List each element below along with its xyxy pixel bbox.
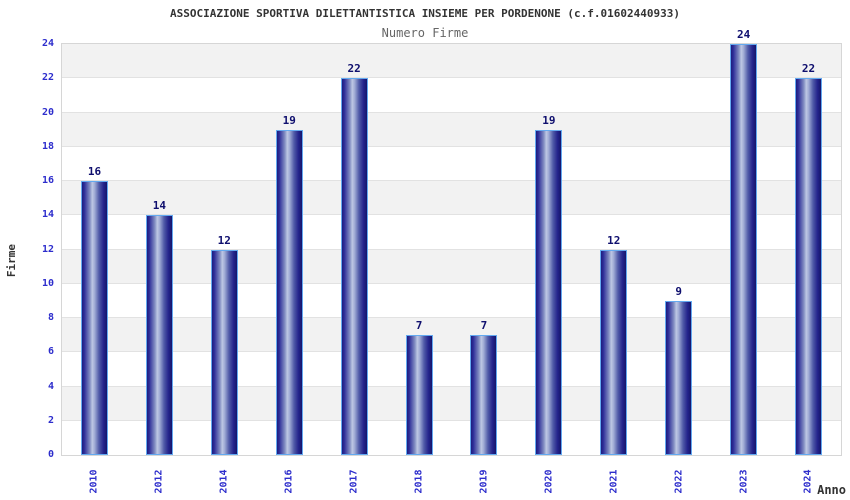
y-tick-2: 2 xyxy=(47,414,54,426)
y-tick-6: 6 xyxy=(47,346,54,358)
plot-band xyxy=(62,181,841,216)
bar-2019 xyxy=(470,335,498,455)
bar-value-2023: 24 xyxy=(737,28,751,41)
plot-band xyxy=(62,249,841,284)
plot-band xyxy=(62,146,841,181)
chart-subtitle: Numero Firme xyxy=(381,26,469,40)
plot-band xyxy=(62,386,841,421)
y-tick-24: 24 xyxy=(41,38,54,49)
gridline xyxy=(62,145,841,147)
bar-2021 xyxy=(600,249,628,455)
plot-band xyxy=(62,420,841,455)
plot-band xyxy=(62,112,841,147)
bar-value-2016: 19 xyxy=(282,113,296,127)
plot-area xyxy=(61,43,842,456)
y-tick-8: 8 xyxy=(47,312,54,323)
plot-band xyxy=(62,78,841,113)
bar-value-2010: 16 xyxy=(87,165,102,178)
gridline xyxy=(62,248,841,250)
gridline xyxy=(62,351,841,353)
bar-2016 xyxy=(275,129,303,455)
bar-2020 xyxy=(535,129,563,455)
x-tick-2018: 2018 xyxy=(413,468,425,494)
x-tick-2021: 2021 xyxy=(608,468,620,494)
plot-band xyxy=(62,283,841,318)
chart-title: ASSOCIAZIONE SPORTIVA DILETTANTISTICA IN… xyxy=(170,7,680,20)
y-tick-4: 4 xyxy=(47,380,54,392)
gridline xyxy=(62,180,841,181)
bar-value-2024: 22 xyxy=(801,62,816,76)
bar-value-2017: 22 xyxy=(347,62,361,76)
y-axis-title: Firme xyxy=(0,228,32,292)
bar-value-2012: 14 xyxy=(152,199,166,213)
x-tick-2019: 2019 xyxy=(478,468,490,494)
gridline xyxy=(62,111,841,113)
y-tick-0: 0 xyxy=(47,449,54,460)
y-tick-14: 14 xyxy=(41,209,54,221)
y-axis-title-text: Firme xyxy=(5,243,19,277)
x-tick-2023: 2023 xyxy=(738,468,750,494)
gridline xyxy=(62,317,841,318)
gridline xyxy=(62,282,841,284)
bar-value-2019: 7 xyxy=(480,319,488,333)
plot-band xyxy=(62,318,841,353)
bar-value-2018: 7 xyxy=(415,319,423,333)
bar-2024 xyxy=(795,78,823,455)
plot-band xyxy=(62,352,841,387)
bar-2014 xyxy=(210,249,238,455)
bar-2022 xyxy=(665,300,693,455)
gridline xyxy=(62,419,841,421)
gridline xyxy=(62,214,841,216)
y-tick-22: 22 xyxy=(41,72,54,84)
y-tick-12: 12 xyxy=(41,243,54,255)
y-tick-10: 10 xyxy=(41,277,54,289)
gridline xyxy=(62,385,841,387)
bar-value-2022: 9 xyxy=(675,284,683,298)
bar-value-2014: 12 xyxy=(217,233,231,247)
y-tick-16: 16 xyxy=(41,175,54,186)
bar-value-2021: 12 xyxy=(607,233,621,247)
y-tick-20: 20 xyxy=(41,106,54,118)
bar-2018 xyxy=(405,335,433,455)
x-tick-2012: 2012 xyxy=(153,468,165,494)
x-tick-2022: 2022 xyxy=(673,468,685,494)
x-tick-2020: 2020 xyxy=(543,468,555,494)
bar-value-2020: 19 xyxy=(542,113,556,127)
y-tick-18: 18 xyxy=(41,140,54,152)
x-tick-2017: 2017 xyxy=(348,468,360,494)
x-axis-title: Anno xyxy=(817,483,846,497)
gridline xyxy=(62,77,841,79)
x-tick-2016: 2016 xyxy=(283,468,295,494)
x-tick-2010: 2010 xyxy=(88,468,100,494)
bar-2010 xyxy=(80,181,108,455)
bar-2012 xyxy=(145,215,173,455)
x-tick-2014: 2014 xyxy=(218,468,230,494)
plot-band xyxy=(62,215,841,250)
plot-band xyxy=(62,44,841,79)
bar-2023 xyxy=(730,44,758,455)
bar-2017 xyxy=(340,78,368,455)
